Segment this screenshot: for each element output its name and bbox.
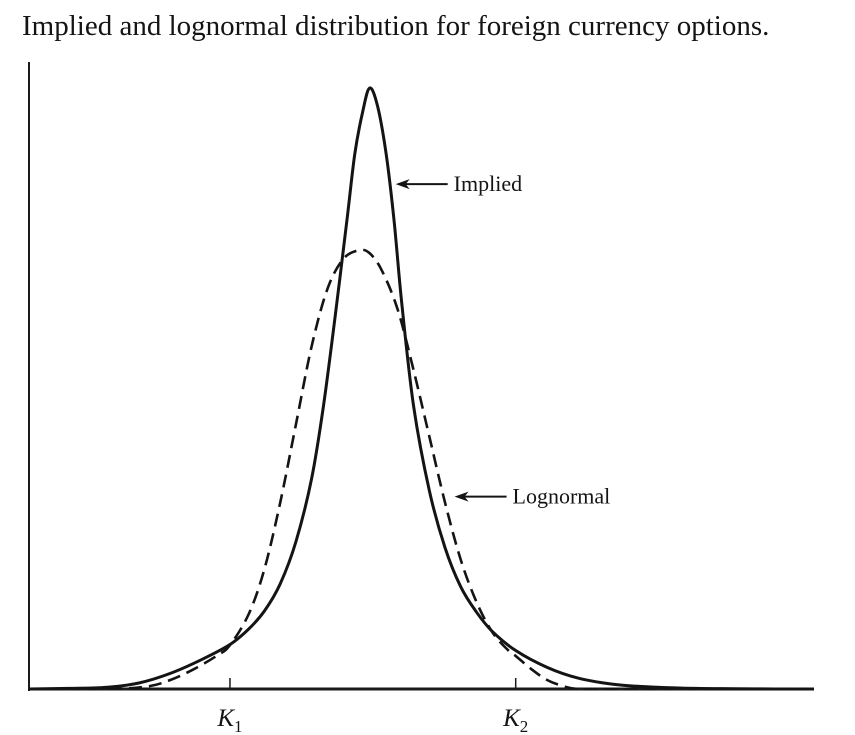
annotation-implied-label: Implied — [454, 171, 522, 196]
series-implied-line — [28, 86, 815, 691]
annotation-lognormal-label: Lognormal — [513, 484, 611, 509]
annotation-implied-arrowhead — [395, 179, 410, 190]
x-tick-label-1: K1 — [216, 705, 242, 735]
annotation-lognormal-arrowhead — [454, 491, 469, 502]
x-tick-label-2: K2 — [502, 705, 528, 735]
series-lognormal-line — [28, 248, 814, 691]
chart-title: Implied and lognormal distribution for f… — [22, 10, 770, 42]
